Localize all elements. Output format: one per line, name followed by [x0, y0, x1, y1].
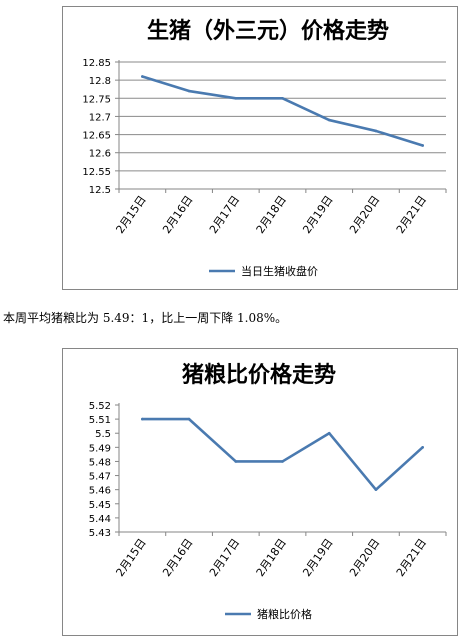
hog-grain-ratio-chart-svg: 猪粮比价格走势 5.52 5.51 5.5 5.49 5.48 5.47 5.46 5.45 5.… [89, 362, 447, 621]
summary-text-pre: 本周平均猪粮比为 [3, 311, 103, 325]
summary-percent: 1.08% [237, 311, 276, 325]
y-tick-label: 5.47 [89, 472, 111, 483]
x-tick-label: 2月16日 [160, 536, 195, 579]
data-point [141, 417, 144, 421]
pig-price-chart-svg: 生猪（外三元）价格走势 12.85 12.8 12.75 12.7 12.65 12.6 12… [82, 18, 447, 278]
y-tick-label: 5.5 [95, 429, 111, 440]
x-tick-label: 2月19日 [300, 193, 335, 236]
x-tick-label: 2月15日 [114, 536, 149, 579]
legend-label: 当日生猪收盘价 [241, 264, 318, 278]
pig-price-chart: 生猪（外三元）价格走势 12.85 12.8 12.75 12.7 12.65 12.6 12… [62, 6, 458, 290]
x-tick-label: 2月17日 [207, 536, 242, 579]
data-point [327, 118, 331, 122]
y-tick-label: 5.52 [89, 401, 111, 412]
summary-text: 本周平均猪粮比为 5.49：1，比上一周下降 1.08%。 [3, 309, 287, 326]
data-point [374, 129, 378, 133]
x-tick-label: 2月19日 [300, 536, 335, 579]
y-tick-label: 5.45 [89, 500, 111, 511]
data-point [374, 488, 378, 491]
y-tick-label: 12.6 [89, 149, 111, 160]
x-tick-label: 2月18日 [254, 193, 289, 236]
y-tick-label: 12.7 [89, 112, 111, 123]
x-tick-label: 2月18日 [254, 536, 289, 579]
y-tick-label: 12.65 [82, 131, 111, 142]
data-point [234, 460, 238, 463]
data-point [327, 431, 331, 435]
data-point [281, 460, 284, 463]
x-tick-label: 2月21日 [394, 536, 429, 579]
x-tick-label: 2月20日 [347, 193, 382, 236]
x-tick-label: 2月15日 [114, 193, 149, 236]
x-tick-label: 2月17日 [207, 193, 242, 236]
y-tick-label: 5.43 [89, 528, 111, 539]
data-point [234, 96, 238, 100]
summary-ratio: 5.49：1 [102, 311, 150, 325]
x-tick-label: 2月16日 [160, 193, 195, 236]
data-point [421, 446, 424, 449]
data-point [187, 417, 191, 421]
data-point [421, 144, 424, 147]
y-tick-label: 12.5 [89, 185, 111, 196]
y-tick-label: 5.48 [89, 457, 111, 468]
data-point [141, 75, 144, 78]
series-line [141, 75, 424, 147]
y-tick-label: 5.51 [89, 415, 111, 426]
y-tick-label: 5.49 [89, 443, 111, 454]
chart-title: 生猪（外三元）价格走势 [147, 18, 389, 44]
data-point [281, 96, 284, 100]
chart-title: 猪粮比价格走势 [182, 362, 336, 388]
y-tick-label: 12.75 [82, 94, 111, 105]
y-tick-label: 12.55 [82, 167, 111, 178]
y-tick-label: 5.44 [89, 514, 111, 525]
summary-text-mid: ，比上一周下降 [149, 311, 238, 325]
summary-text-end: 。 [275, 311, 288, 325]
legend-label: 猪粮比价格 [257, 607, 312, 621]
y-tick-label: 5.46 [89, 486, 111, 497]
hog-grain-ratio-chart: 猪粮比价格走势 5.52 5.51 5.5 5.49 5.48 5.47 5.46 5.45 5.… [62, 348, 458, 636]
y-tick-label: 12.8 [89, 76, 111, 87]
y-tick-label: 12.85 [82, 58, 111, 69]
data-point [187, 89, 191, 93]
x-tick-label: 2月20日 [347, 536, 382, 579]
x-tick-label: 2月21日 [394, 193, 429, 236]
series-line [141, 417, 424, 491]
